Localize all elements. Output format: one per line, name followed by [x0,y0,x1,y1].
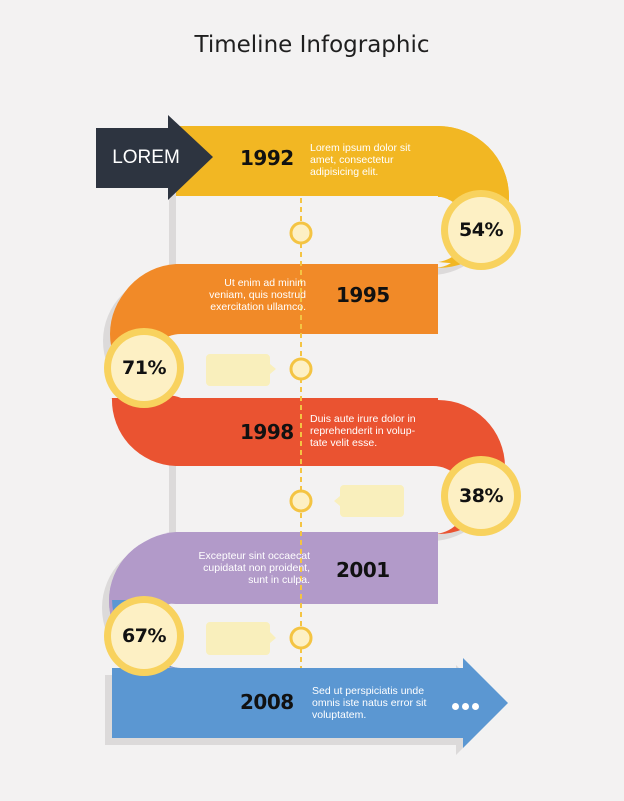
callouts [206,354,404,655]
gap-inner-3 [176,466,467,534]
year-2008: 2008 [240,690,294,714]
start-label: LOREM [112,147,180,168]
text-1992: Lorem ipsum dolor sit amet, consectetur … [310,142,411,178]
callout-3 [206,622,276,655]
ellipsis-icon [452,697,482,715]
node-2 [289,357,313,381]
percent-1998: 38% [459,485,503,507]
node-3 [289,489,313,513]
text-2008: Sed ut perspiciatis unde omnis iste natu… [312,685,427,721]
percent-circles [104,190,521,676]
percent-2001: 67% [122,625,166,647]
year-1992: 1992 [240,146,294,170]
connector-nodes [289,221,313,650]
band-2008 [112,658,508,748]
callout-1 [206,354,276,386]
callout-2 [334,485,404,517]
node-4 [289,626,313,650]
start-arrow [96,115,213,200]
percent-1992: 54% [459,219,503,241]
text-1995: Ut enim ad minim veniam, quis nostrud ex… [209,277,306,313]
percent-1995: 71% [122,357,166,379]
node-1 [289,221,313,245]
text-1998: Duis aute irure dolor in reprehenderit i… [310,413,416,449]
page-title: Timeline Infographic [194,32,430,58]
year-1998: 1998 [240,420,294,444]
year-2001: 2001 [336,558,390,582]
year-1995: 1995 [336,283,390,307]
text-2001: Excepteur sint occaecat cupidatat non pr… [198,550,310,586]
